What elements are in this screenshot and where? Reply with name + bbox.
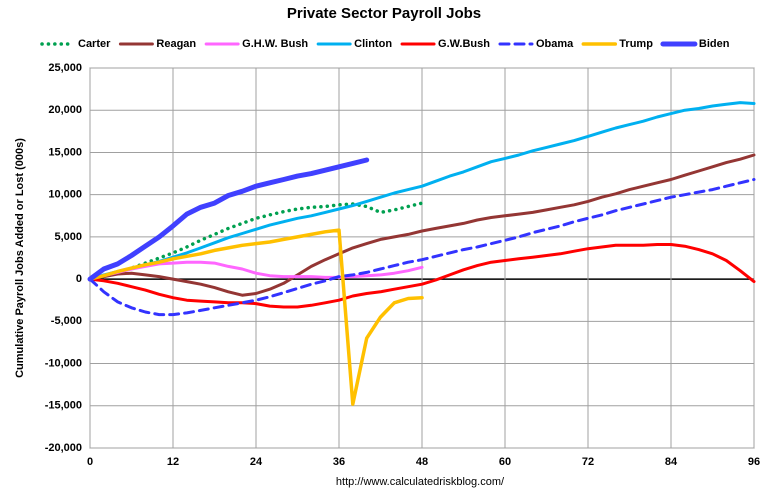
x-tick-label: 12 [167, 456, 179, 468]
x-tick-label: 24 [250, 456, 263, 468]
x-tick-label: 96 [748, 456, 760, 468]
x-tick-label: 36 [333, 456, 345, 468]
series-line [88, 228, 424, 406]
x-tick-label: 84 [665, 456, 678, 468]
legend-label: Obama [536, 38, 574, 50]
x-tick-label: 60 [499, 456, 511, 468]
legend-label: Carter [78, 38, 111, 50]
y-tick-label: -15,000 [45, 400, 82, 412]
y-tick-label: 20,000 [48, 104, 82, 116]
x-tick-label: 48 [416, 456, 428, 468]
series-line [88, 101, 756, 281]
y-axis-label: Cumulative Payroll Jobs Added or Lost (0… [14, 138, 26, 378]
y-tick-label: 5,000 [54, 231, 82, 243]
chart-title: Private Sector Payroll Jobs [287, 5, 481, 22]
series-line [88, 153, 756, 297]
series-line [87, 157, 370, 282]
y-tick-label: -5,000 [51, 315, 82, 327]
legend-label: G.W.Bush [438, 38, 490, 50]
y-tick-label: -20,000 [45, 442, 82, 454]
legend-label: G.H.W. Bush [242, 38, 308, 50]
legend-label: Clinton [354, 38, 392, 50]
x-tick-label: 72 [582, 456, 594, 468]
y-tick-label: 25,000 [48, 62, 82, 74]
y-tick-label: 15,000 [48, 146, 82, 158]
y-tick-label: 0 [76, 273, 82, 285]
legend-label: Biden [699, 38, 730, 50]
y-tick-label: 10,000 [48, 189, 82, 201]
x-tick-label: 0 [87, 456, 93, 468]
series-line [88, 178, 756, 317]
legend-label: Reagan [156, 38, 196, 50]
y-tick-label: -10,000 [45, 357, 82, 369]
series-line [88, 243, 756, 309]
source-note: http://www.calculatedriskblog.com/ [336, 476, 505, 488]
legend-label: Trump [619, 38, 653, 50]
